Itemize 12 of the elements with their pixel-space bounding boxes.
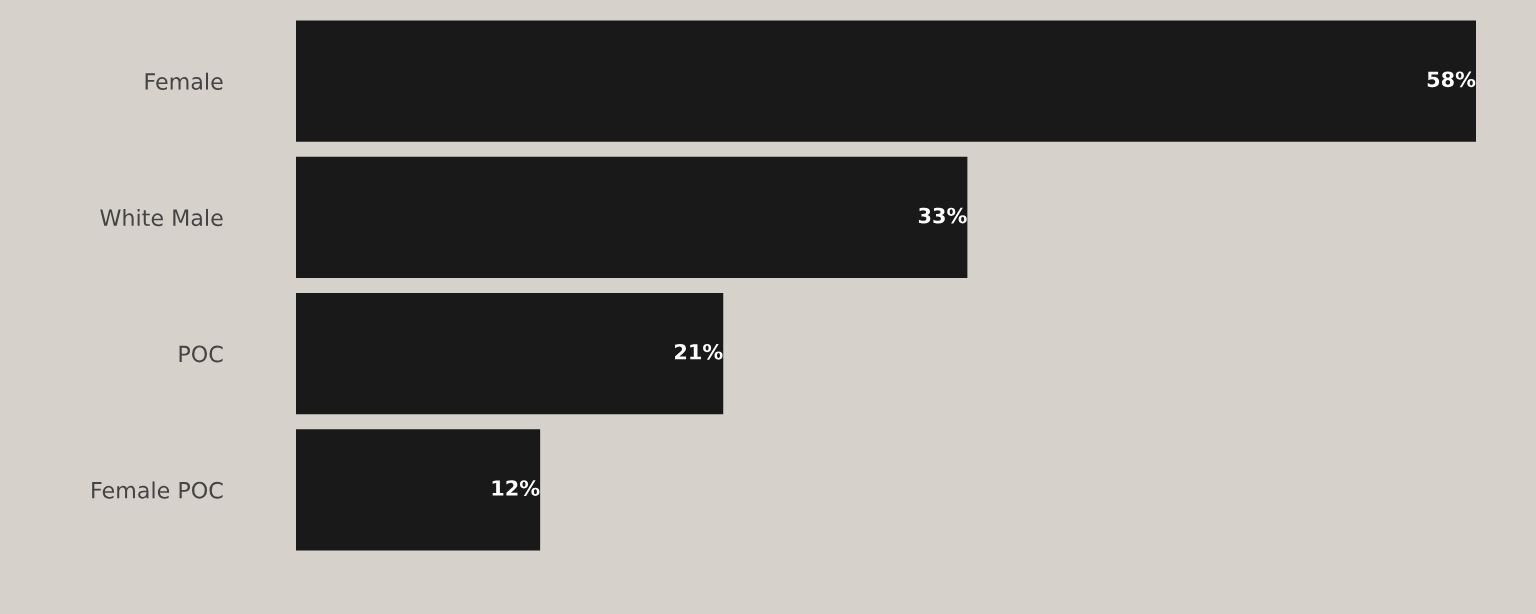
bar bbox=[296, 429, 541, 551]
bar bbox=[296, 292, 724, 415]
data-label: 33% bbox=[918, 207, 967, 224]
bar bbox=[296, 20, 1476, 142]
y-tick-label: White Male bbox=[100, 208, 223, 227]
y-tick-label: Female bbox=[145, 72, 223, 90]
y-tick-label: POC bbox=[179, 345, 223, 363]
data-label: 58% bbox=[1427, 71, 1476, 88]
bar bbox=[296, 156, 968, 279]
data-label: 21% bbox=[675, 343, 723, 360]
y-tick-label: Female POC bbox=[92, 481, 223, 499]
data-label: 12% bbox=[492, 480, 540, 496]
